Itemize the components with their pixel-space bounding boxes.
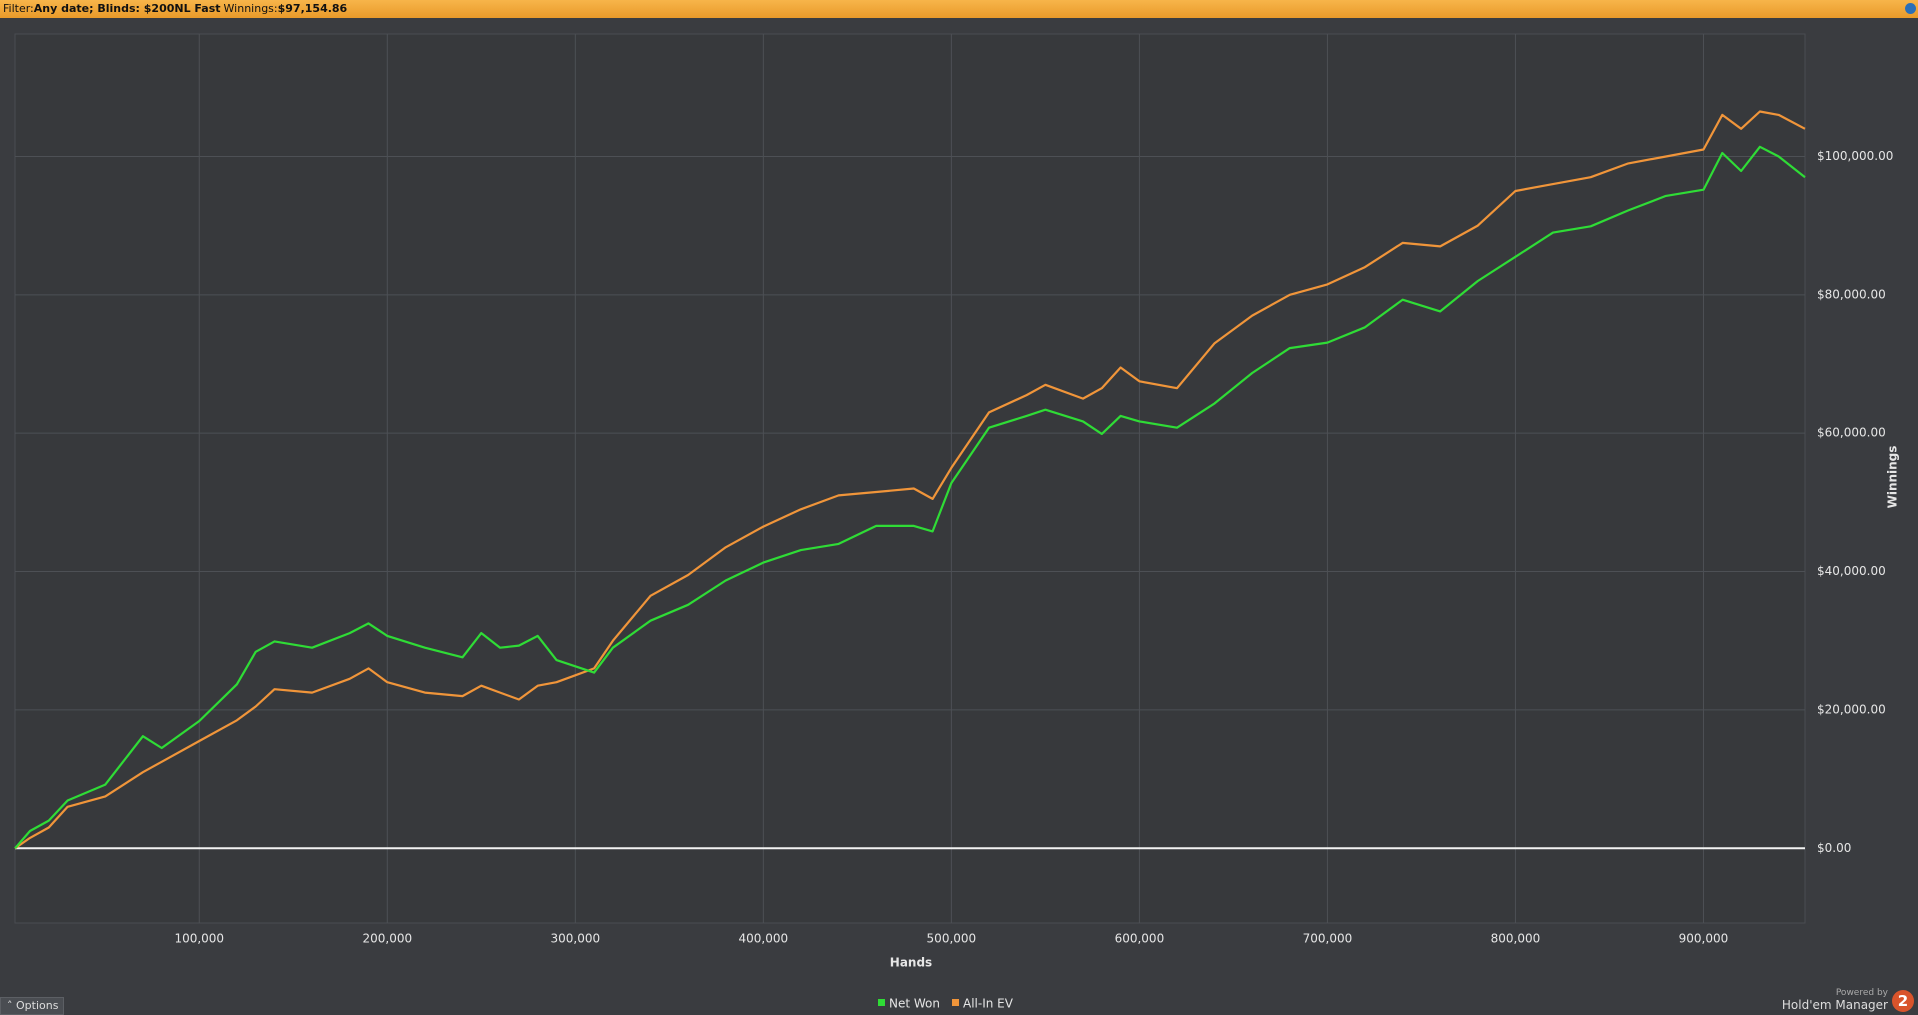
x-tick-label: 700,000 [1303, 932, 1353, 946]
options-label: Options [16, 999, 59, 1012]
winnings-value: $97,154.86 [277, 2, 348, 15]
legend-swatch [878, 999, 885, 1006]
y-tick-label: $40,000.00 [1817, 564, 1886, 578]
x-tick-label: 100,000 [174, 932, 224, 946]
legend-label: Net Won [889, 997, 940, 1011]
filter-label: Filter: [3, 2, 34, 15]
filter-value: Any date; Blinds: $200NL Fast [33, 2, 221, 15]
plot-area [14, 33, 1806, 924]
series-line [14, 145, 1806, 850]
x-axis-label: Hands [890, 956, 932, 970]
x-tick-label: 900,000 [1679, 932, 1729, 946]
x-tick-label: 800,000 [1491, 932, 1541, 946]
y-axis-label: Winnings [1886, 446, 1900, 509]
legend-swatch [952, 999, 959, 1006]
y-tick-label: $20,000.00 [1817, 702, 1886, 716]
series-line [14, 110, 1806, 850]
branding: Powered by Hold'em Manager [1782, 988, 1888, 1012]
options-button[interactable]: ˄ Options [0, 997, 64, 1015]
filter-bar: Filter:Any date; Blinds: $200NL Fast Winn… [0, 0, 1918, 18]
y-tick-label: $100,000.00 [1817, 149, 1893, 163]
x-tick-label: 400,000 [739, 932, 789, 946]
y-tick-label: $60,000.00 [1817, 426, 1886, 440]
legend-label: All-In EV [963, 997, 1014, 1011]
x-tick-label: 600,000 [1115, 932, 1165, 946]
y-tick-label: $0.00 [1817, 841, 1851, 855]
x-tick-label: 500,000 [927, 932, 977, 946]
y-tick-label: $80,000.00 [1817, 287, 1886, 301]
x-tick-label: 300,000 [551, 932, 601, 946]
winnings-label: Winnings: [223, 2, 278, 15]
help-icon[interactable] [1905, 3, 1916, 14]
x-tick-label: 200,000 [362, 932, 412, 946]
product-name: Hold'em Manager [1781, 998, 1888, 1012]
powered-by: Powered by [1835, 988, 1888, 998]
logo: 2 [1892, 990, 1914, 1012]
